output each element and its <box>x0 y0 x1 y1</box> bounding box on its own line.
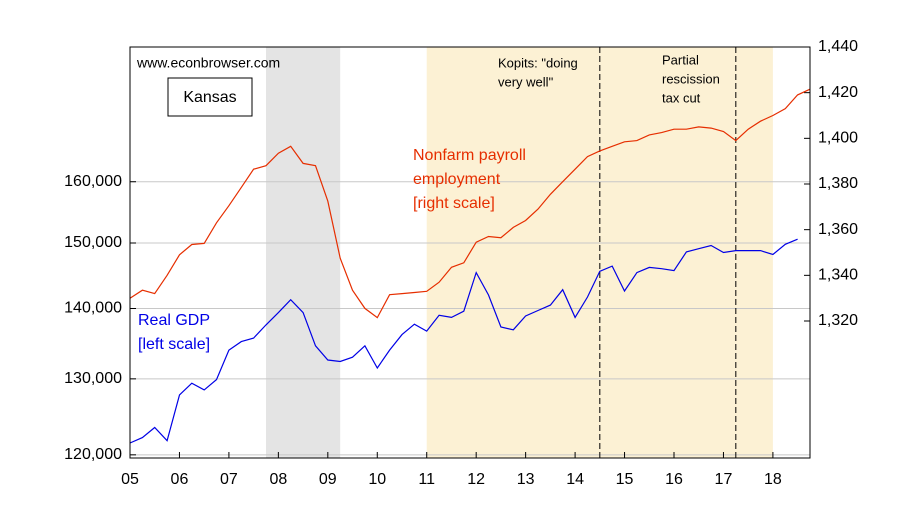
annotation: Partial <box>662 52 699 67</box>
series-line <box>129 238 798 444</box>
plot-frame <box>129 46 811 459</box>
y-tick-label: 130,000 <box>64 370 122 387</box>
x-tick-label: 16 <box>665 471 683 488</box>
x-tick-label: 17 <box>715 471 733 488</box>
series-label: Nonfarm payroll <box>413 147 526 164</box>
y2-tick-label: 1,360 <box>818 221 858 238</box>
annotation: Kopits: "doing <box>498 55 578 70</box>
y-tick-label: 140,000 <box>64 300 122 317</box>
source-label: www.econbrowser.com <box>136 55 280 71</box>
y-tick-label: 160,000 <box>64 173 122 190</box>
y-tick-label: 120,000 <box>64 446 122 463</box>
series-label: [right scale] <box>413 195 495 212</box>
y-tick-label: 150,000 <box>64 234 122 251</box>
y2-tick-label: 1,420 <box>818 84 858 101</box>
y2-tick-label: 1,320 <box>818 312 858 329</box>
series-line <box>129 88 811 319</box>
annotation: rescission <box>662 71 720 86</box>
x-tick-label: 05 <box>121 471 139 488</box>
shaded-region <box>266 47 341 458</box>
series-label: employment <box>413 171 501 188</box>
y2-tick-label: 1,340 <box>818 267 858 284</box>
series-label: Real GDP <box>138 312 210 329</box>
annotation: very well" <box>498 74 554 89</box>
x-tick-label: 12 <box>467 471 485 488</box>
y2-tick-label: 1,440 <box>818 38 858 55</box>
x-tick-label: 09 <box>319 471 337 488</box>
y2-tick-label: 1,380 <box>818 175 858 192</box>
x-tick-label: 13 <box>517 471 535 488</box>
x-tick-label: 08 <box>269 471 287 488</box>
series-label: [left scale] <box>138 336 210 353</box>
x-tick-label: 18 <box>764 471 782 488</box>
chart-title: Kansas <box>183 89 236 106</box>
title-box <box>167 77 253 117</box>
x-tick-label: 15 <box>616 471 634 488</box>
x-tick-label: 07 <box>220 471 238 488</box>
x-tick-label: 10 <box>368 471 386 488</box>
x-tick-label: 14 <box>566 471 584 488</box>
y2-tick-label: 1,400 <box>818 130 858 147</box>
x-tick-label: 11 <box>418 471 435 488</box>
x-tick-label: 06 <box>171 471 189 488</box>
annotation: tax cut <box>662 90 701 105</box>
shaded-region <box>426 47 773 458</box>
